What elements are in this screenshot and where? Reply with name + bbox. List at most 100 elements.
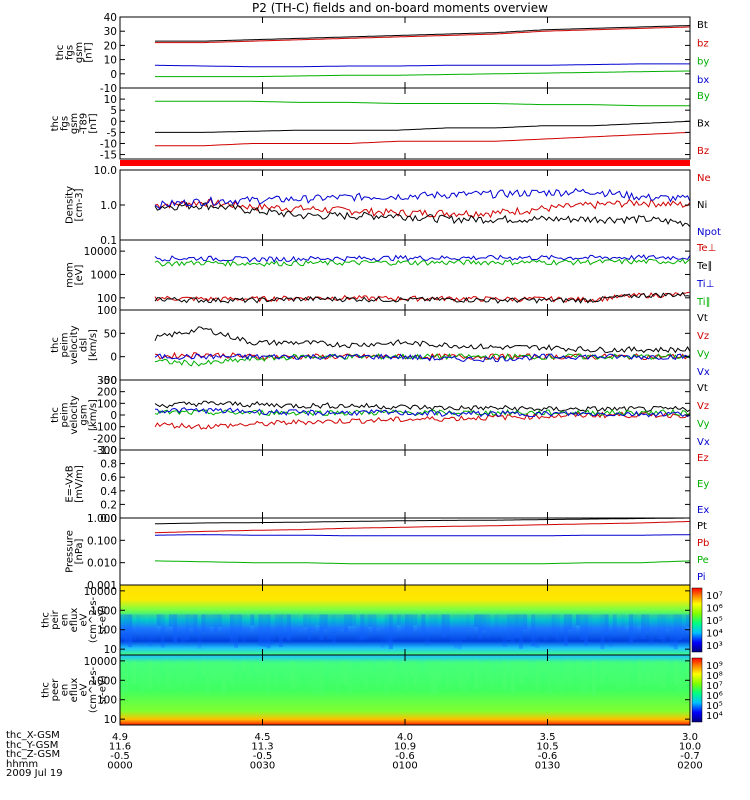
x-axis-value: 10.0 — [679, 742, 701, 753]
quality-flag-bar — [120, 160, 690, 166]
fgs_gsm_sub-ytick-label: 0 — [110, 116, 117, 128]
peer_spectrogram-stripe — [580, 660, 585, 695]
peim_velocity-ylabel-line: velocity — [69, 325, 80, 364]
peir_spectrogram-stripe — [523, 614, 528, 630]
fgs_gsm-legend-2: bz — [697, 38, 709, 49]
peer_spectrogram-stripe — [339, 660, 344, 683]
peim_velocity-ytick-label: -50 — [100, 375, 117, 387]
peir_spectrogram-stripe — [510, 614, 515, 644]
temperature-ytick-label: 10000 — [84, 246, 117, 258]
peim_velocity_gsm-ytick-label: -200 — [93, 433, 117, 445]
peir_spectrogram-stripe — [445, 614, 450, 634]
fgs_gsm_sub-series-1 — [155, 100, 690, 107]
peer_spectrogram-stripe — [543, 660, 548, 673]
peer_spectrogram-ylabel-line: eflux — [69, 678, 80, 703]
efield-ytick-label: 0.0 — [100, 513, 117, 525]
x-axis-value: 0030 — [250, 761, 275, 772]
peer_spectrogram-stripe — [262, 660, 267, 679]
peer_spectrogram-stripe — [563, 660, 568, 680]
peer_spectrogram-stripe — [616, 660, 621, 690]
peir_spectrogram-stripe — [535, 614, 540, 648]
peer_spectrogram-stripe — [360, 660, 365, 682]
peim_velocity_gsm-legend-3: Vy — [697, 419, 710, 430]
pressure-ylabel-line: Pressure — [64, 530, 75, 573]
peir_spectrogram-stripe — [470, 614, 475, 638]
pressure-ylabel: Pressure[nPa] — [64, 530, 85, 573]
peer_spectrogram-stripe — [417, 660, 422, 692]
panel-pressure: PtPbPePi1.0000.1000.0100.001Pressure[nPa… — [64, 513, 709, 592]
peer_spectrogram-colorbar-tick: 10⁵ — [706, 701, 723, 712]
peer_spectrogram-stripe — [217, 660, 222, 680]
fgs_gsm_sub-ylabel-line: thc — [50, 116, 61, 132]
peir_spectrogram-ylabel-line: sr-eV) — [98, 605, 109, 634]
peim_velocity-ylabel-line: peim — [60, 332, 71, 357]
temperature-ylabel-line: mom — [64, 262, 75, 288]
peir_spectrogram-ylabel-line: thc — [41, 612, 52, 628]
peim_velocity_gsm-frame — [119, 379, 691, 451]
peer_spectrogram-stripe — [539, 660, 544, 674]
peir_spectrogram-stripe — [409, 614, 414, 636]
peer_spectrogram-stripe — [588, 660, 593, 686]
peer_spectrogram-stripe — [645, 660, 650, 686]
peer_spectrogram-stripe — [482, 660, 487, 676]
panel-temperature: Te⊥ Te∥ Ti⊥ Ti∥ 10000 1000 100 mom[eV] — [64, 239, 716, 311]
x-axis-value: -0.7 — [680, 751, 700, 762]
peir_spectrogram-stripe — [323, 614, 328, 630]
peir_spectrogram-stripe — [588, 614, 593, 632]
peer_spectrogram-stripe — [242, 660, 247, 673]
peer_spectrogram-stripe — [315, 660, 320, 696]
peer_spectrogram-stripe — [299, 660, 304, 676]
peir_spectrogram-stripe — [172, 614, 177, 643]
peir_spectrogram-stripe — [352, 614, 357, 626]
peir_spectrogram-stripe — [462, 614, 467, 641]
peer_spectrogram-stripe — [604, 660, 609, 675]
fgs_gsm_sub-ylabel-line: [nT] — [88, 113, 99, 133]
peir_spectrogram-stripe — [311, 614, 316, 631]
peer_spectrogram-stripe — [470, 660, 475, 673]
peir_spectrogram-stripe — [238, 614, 243, 634]
peir_spectrogram-ylabel-line: eV — [79, 613, 90, 626]
temperature-ytick-label: 1000 — [90, 269, 117, 281]
peir_spectrogram-stripe — [254, 614, 259, 634]
peer_spectrogram-stripe — [128, 660, 133, 678]
fgs_gsm-ylabel-line: gsm — [74, 42, 85, 63]
peer_spectrogram-stripe — [600, 660, 605, 684]
peir_spectrogram-stripe — [551, 614, 556, 637]
peir_spectrogram-stripe — [144, 614, 149, 634]
fgs_gsm_sub-legend-3: Bz — [697, 146, 709, 157]
footer-label-y-gsm: thc_Y-GSM — [6, 739, 59, 751]
fgs_gsm_sub-series-2 — [155, 120, 691, 133]
peir_spectrogram-stripe — [645, 614, 650, 632]
peer_spectrogram-stripe — [380, 660, 385, 678]
peer_spectrogram-stripe — [376, 660, 381, 686]
peer_spectrogram-stripe — [409, 660, 414, 677]
peer_spectrogram-stripe — [274, 660, 279, 689]
peir_spectrogram-stripe — [193, 614, 198, 636]
fgs_gsm_sub-frame — [119, 87, 691, 160]
peim_velocity_gsm-ytick-label: 300 — [97, 375, 117, 387]
peir_spectrogram-stripe — [413, 614, 418, 626]
fgs_gsm_sub-ylabel-line: fgs — [60, 116, 71, 131]
peim_velocity_gsm-ytick-label: -100 — [93, 422, 117, 434]
x-axis-value: 4.5 — [255, 732, 271, 743]
pressure-legend-1: Pt — [697, 521, 707, 532]
peim_velocity_gsm-ylabel-line: thc — [50, 407, 61, 423]
peir_spectrogram-stripe — [368, 614, 373, 627]
peir_spectrogram-stripe — [457, 614, 462, 650]
peer_spectrogram-stripe — [421, 660, 426, 693]
efield-frame — [119, 449, 691, 519]
peir_spectrogram-stripe — [396, 614, 401, 625]
peir_spectrogram-stripe — [177, 614, 182, 638]
peer_spectrogram-stripe — [201, 660, 206, 675]
peer_spectrogram-stripe — [555, 660, 560, 691]
efield-legend-2: Ey — [697, 479, 709, 490]
temperature-legend-3: Ti⊥ — [696, 279, 714, 290]
peir_spectrogram-stripe — [421, 614, 426, 636]
peer_spectrogram-stripe — [327, 660, 332, 678]
footer-label-x-gsm: thc_X-GSM — [6, 730, 60, 741]
peir_spectrogram-stripe — [400, 614, 405, 638]
fgs_gsm_sub-ylabel-line: gsm — [69, 113, 80, 134]
peer_spectrogram-stripe — [148, 660, 153, 690]
peer_spectrogram-stripe — [494, 660, 499, 682]
peir_spectrogram-ytick-label: 10 — [104, 644, 117, 656]
